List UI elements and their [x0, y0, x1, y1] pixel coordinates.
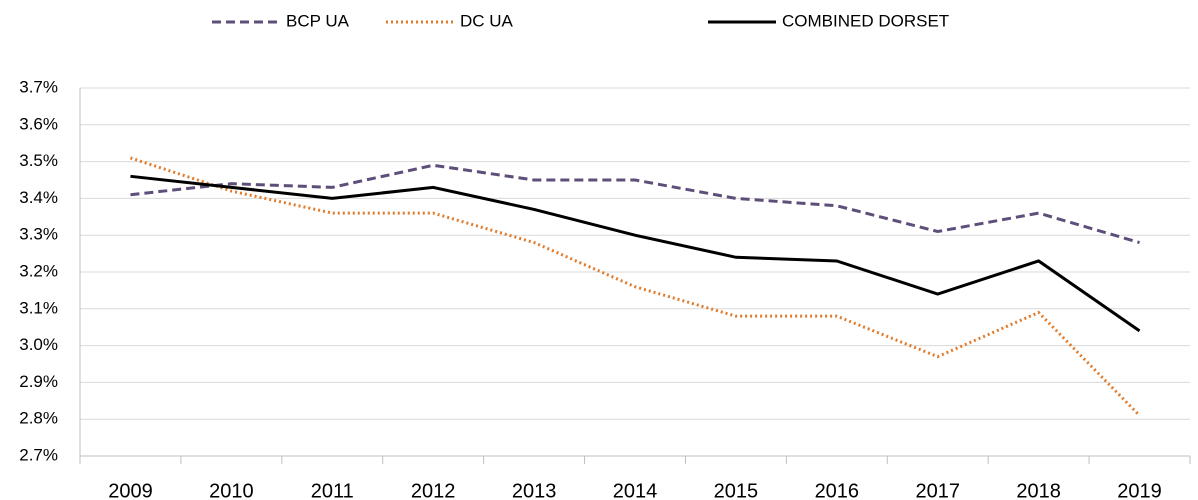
series-line — [129, 156, 1141, 417]
y-tick-label: 2.8% — [19, 409, 58, 428]
x-tick-label: 2019 — [1117, 480, 1162, 500]
y-tick-label: 3.2% — [19, 261, 58, 280]
x-tick-label: 2015 — [714, 480, 759, 500]
x-tick-label: 2018 — [1016, 480, 1061, 500]
x-tick-label: 2014 — [613, 480, 658, 500]
y-tick-label: 3.4% — [19, 188, 58, 207]
x-tick-label: 2010 — [209, 480, 254, 500]
legend-label: BCP UA — [286, 11, 350, 30]
y-tick-label: 3.5% — [19, 151, 58, 170]
x-tick-label: 2011 — [311, 480, 354, 500]
series-line — [130, 174, 1141, 333]
legend-label: COMBINED DORSET — [782, 11, 949, 30]
x-tick-label: 2012 — [411, 480, 456, 500]
x-tick-label: 2017 — [915, 480, 960, 500]
y-tick-label: 3.0% — [19, 335, 58, 354]
y-tick-label: 3.3% — [19, 225, 58, 244]
legend-label: DC UA — [460, 11, 514, 30]
y-tick-label: 2.9% — [19, 372, 58, 391]
y-tick-label: 3.6% — [19, 114, 58, 133]
series-line — [130, 163, 1140, 244]
y-tick-label: 3.7% — [19, 77, 58, 96]
x-tick-label: 2016 — [815, 480, 860, 500]
y-tick-label: 2.7% — [19, 445, 58, 464]
y-tick-label: 3.1% — [19, 298, 58, 317]
x-tick-label: 2013 — [512, 480, 557, 500]
x-tick-label: 2009 — [108, 480, 153, 500]
